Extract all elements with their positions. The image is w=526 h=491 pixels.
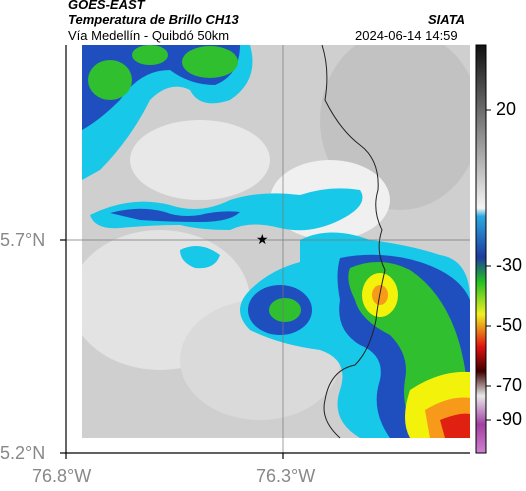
x-tick-label: 76.3°W	[256, 466, 316, 486]
satellite-name: GOES-EAST	[68, 0, 145, 12]
y-tick-label: 5.2°N	[0, 443, 46, 463]
colorbar-tick-label: -30	[496, 255, 523, 275]
agency-label: SIATA	[428, 12, 466, 27]
datetime-label: 2024-06-14 14:59	[355, 28, 458, 43]
colorbar-tick-label: -70	[496, 375, 523, 395]
x-tick-label: 76.8°W	[32, 466, 92, 486]
product-title: Temperatura de Brillo CH13	[68, 12, 239, 27]
colorbar-tick-label: -50	[496, 315, 523, 335]
colorbar	[475, 44, 487, 454]
location-marker: ★	[256, 231, 269, 247]
route-label: Vía Medellín - Quibdó 50km	[68, 28, 230, 43]
colorbar-tick-label: -90	[496, 409, 523, 429]
y-tick-label: 5.7°N	[0, 230, 46, 250]
cloud-field	[82, 45, 470, 438]
colorbar-tick-label: 20	[496, 99, 517, 119]
boundary-line	[321, 44, 386, 439]
